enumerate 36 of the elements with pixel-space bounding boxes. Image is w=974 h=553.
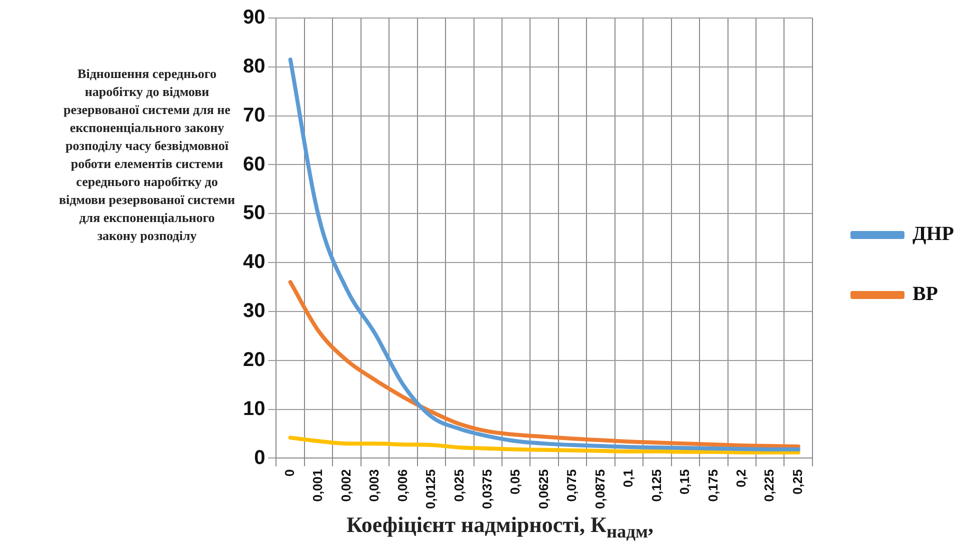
y-tick-label: 90 bbox=[242, 6, 266, 29]
x-axis-title: Коефіцієнт надмірності, К$_{надм}$, bbox=[346, 512, 654, 542]
x-tick-label: 0,002 bbox=[338, 469, 354, 502]
y-tick-label: 40 bbox=[242, 251, 266, 274]
y-tick-label: 20 bbox=[242, 348, 266, 371]
line-series bbox=[288, 58, 800, 452]
x-tick-label: 0,006 bbox=[394, 469, 410, 502]
x-tick-label: 0,001 bbox=[310, 469, 326, 502]
y-tick-label: 60 bbox=[242, 153, 266, 176]
x-tick-label: 0 bbox=[282, 469, 297, 476]
legend-label: ДНР bbox=[912, 223, 954, 246]
text: Відношення середнього наробітку до відмови резервованої системи для не експоненціального закону розподілу часу безвідмовної роботи елементів системи середнього наробітку до відмови резервованої системи для експоненціального закону розподілу bbox=[58, 66, 236, 243]
y-tick-label: 30 bbox=[242, 300, 266, 322]
legend-label: ВР bbox=[912, 283, 938, 306]
x-tick-label: 0,225 bbox=[762, 469, 777, 502]
y-tick-label: 0 bbox=[254, 446, 266, 469]
x-tick-label: 0,0875 bbox=[592, 469, 608, 510]
y-tick-label: 50 bbox=[242, 202, 266, 224]
x-tick-label: 0,0125 bbox=[423, 469, 438, 510]
line-series bbox=[288, 280, 800, 448]
x-tick-label: 0,0625 bbox=[536, 469, 551, 510]
x-tick-label: 0,05 bbox=[508, 469, 523, 495]
x-tick-label: 0,1 bbox=[620, 469, 636, 488]
x-tick-label: 0,0375 bbox=[479, 469, 494, 510]
x-tick-label: 0,25 bbox=[790, 469, 805, 495]
x-tick-label: 0,15 bbox=[677, 469, 692, 495]
y-tick-label: 80 bbox=[242, 55, 266, 78]
x-tick-label: 0,075 bbox=[564, 469, 580, 502]
x-tick-label: 0,125 bbox=[648, 469, 664, 502]
x-tick-label: 0,025 bbox=[451, 469, 466, 502]
x-tick-label: 0,2 bbox=[733, 469, 748, 488]
x-tick-label: 0,003 bbox=[366, 469, 382, 502]
x-tick-label: 0,175 bbox=[705, 469, 720, 502]
line-series bbox=[288, 436, 800, 454]
y-tick-label: 10 bbox=[242, 398, 266, 420]
y-tick-label: 70 bbox=[242, 104, 266, 126]
